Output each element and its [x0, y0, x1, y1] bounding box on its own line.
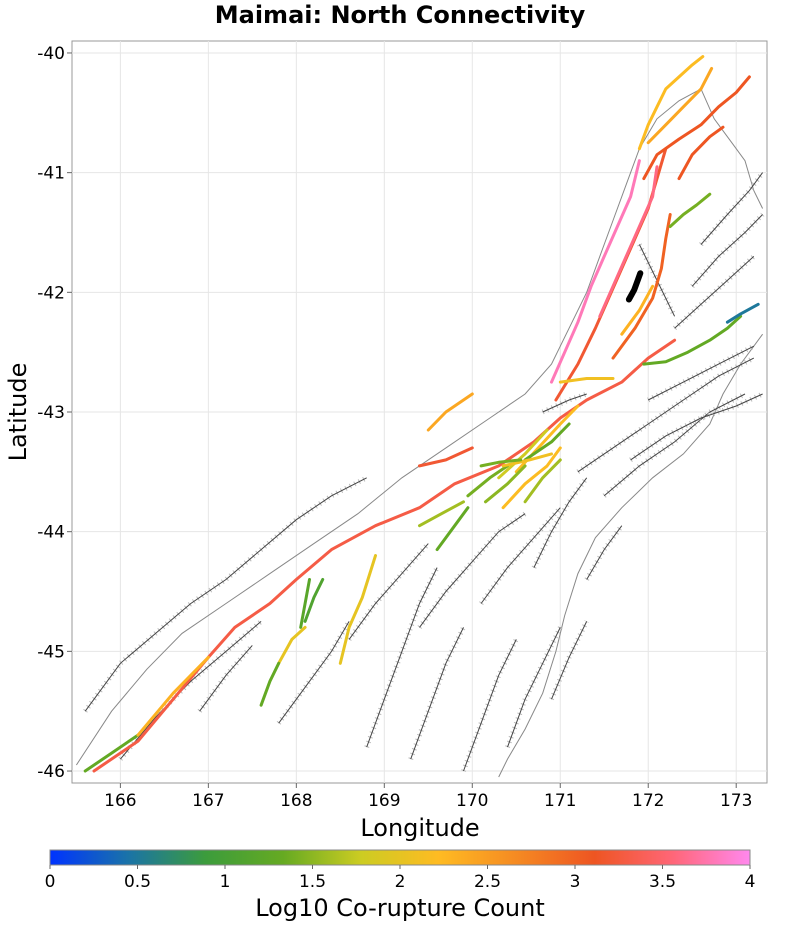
background-fault: [586, 525, 623, 580]
y-tick-label: -46: [37, 762, 65, 782]
x-tick-label: 170: [456, 791, 488, 811]
y-axis-label: Latitude: [4, 363, 32, 462]
east-coastline: [498, 333, 764, 778]
corupture-fault-section: [637, 55, 705, 151]
background-fault: [480, 507, 561, 604]
background-fault: [691, 214, 763, 287]
x-tick-label: 166: [104, 791, 136, 811]
corupture-fault-section: [620, 284, 655, 336]
x-tick-label: 168: [280, 791, 312, 811]
corupture-fault-section: [435, 506, 470, 552]
background-fault: [410, 627, 464, 760]
background-fault: [120, 621, 262, 760]
corupture-fault-section: [259, 661, 281, 707]
background-fault: [199, 645, 253, 712]
y-tick-label: -45: [37, 642, 65, 662]
colorbar-ticks: 0 0.5 1 1.5 2 2.5 3 3.5 4: [45, 865, 756, 892]
y-tick-label: -44: [37, 523, 65, 543]
corupture-fault-section: [646, 67, 714, 145]
background-fault: [507, 627, 561, 748]
map-layers: [75, 55, 765, 778]
colorbar-tick-label: 3.5: [649, 872, 676, 892]
x-tick-label: 167: [192, 791, 224, 811]
corupture-fault-section: [277, 625, 307, 665]
background-fault: [533, 477, 588, 568]
corupture-fault-section: [501, 446, 562, 510]
corupture-fault-section: [497, 428, 549, 480]
corupture-fault-section: [484, 464, 527, 504]
colorbar-tick-label: 1.5: [299, 872, 326, 892]
corupture-fault-section: [426, 392, 474, 432]
background-fault: [577, 357, 755, 473]
corupture-fault-section: [642, 75, 751, 181]
corupture-fault-section: [598, 165, 659, 318]
corupture-fault-section: [725, 302, 760, 324]
corupture-fault-section: [523, 422, 571, 462]
corupture-fault-section: [466, 464, 509, 498]
corupture-fault-section: [418, 446, 474, 468]
colorbar: [49, 849, 751, 866]
background-fault: [700, 172, 764, 245]
corupture-fault-section: [668, 192, 712, 228]
background-fault: [463, 639, 517, 772]
x-tick-label: 172: [632, 791, 664, 811]
x-axis-label: Longitude: [360, 814, 479, 842]
grid-lines: [72, 41, 767, 783]
x-tick-label: 171: [544, 791, 576, 811]
corupture-fault-section: [338, 554, 377, 665]
chart-title: Maimai: North Connectivity: [215, 1, 586, 29]
y-tick-label: -43: [37, 403, 65, 423]
background-fault: [278, 621, 350, 724]
corupture-fault-section: [550, 159, 641, 384]
corupture-fault-section: [299, 578, 311, 629]
background-fault: [603, 393, 746, 497]
background-fault: [630, 393, 763, 461]
corupture-fault-section: [558, 377, 615, 384]
colorbar-tick-label: 4: [745, 872, 756, 892]
colorbar-tick-label: 2.5: [474, 872, 501, 892]
corupture-fault-section: [523, 458, 562, 504]
corupture-fault-section: [501, 452, 553, 468]
maimai-fault-section: [625, 270, 644, 303]
x-axis-ticks: 166 167 168 169 170 171 172 173: [104, 783, 752, 811]
background-fault: [551, 621, 588, 700]
corupture-fault-section: [83, 733, 140, 773]
y-axis-ticks: -40 -41 -42 -43 -44 -45 -46: [37, 44, 72, 782]
colorbar-tick-label: 1: [220, 872, 231, 892]
corupture-fault-section: [479, 458, 523, 468]
background-fault: [366, 567, 438, 748]
background-fault: [647, 345, 755, 401]
y-tick-label: -41: [37, 164, 65, 184]
background-fault: [542, 393, 587, 413]
colorbar-tick-label: 0.5: [124, 872, 151, 892]
x-tick-label: 169: [368, 791, 400, 811]
y-tick-label: -40: [37, 44, 65, 64]
corupture-fault-section: [611, 213, 672, 360]
corupture-fault-section: [303, 578, 325, 623]
colorbar-tick-label: 3: [570, 872, 581, 892]
corupture-fault-section: [677, 125, 725, 181]
corupture-fault-section: [136, 655, 210, 737]
colorbar-label: Log10 Co-rupture Count: [255, 894, 545, 922]
y-tick-label: -42: [37, 283, 65, 303]
colorbar-tick-label: 0: [45, 872, 56, 892]
background-fault: [84, 477, 367, 712]
background-fault: [419, 513, 526, 628]
corupture-fault-section: [418, 500, 465, 528]
background-fault: [674, 256, 755, 329]
west-coastline: [75, 88, 764, 766]
x-tick-label: 173: [720, 791, 752, 811]
corupture-fault-section: [642, 314, 743, 366]
colorbar-tick-label: 2: [395, 872, 406, 892]
background-fault: [348, 543, 429, 640]
